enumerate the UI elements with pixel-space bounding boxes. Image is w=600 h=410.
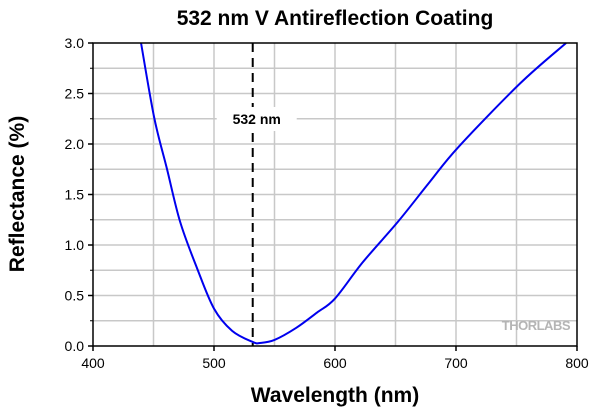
y-tick-label: 2.5 <box>65 86 85 102</box>
y-tick-label: 1.0 <box>65 237 85 253</box>
x-tick-label: 700 <box>444 355 468 371</box>
axis-ticks: 400 500 600 700 800 0.0 0.5 1.0 1.5 2.0 2.5 3.0 <box>65 35 589 371</box>
x-tick-label: 600 <box>323 355 347 371</box>
wavelength-marker: 532 nm <box>216 43 297 346</box>
y-tick-label: 0.0 <box>65 338 85 354</box>
reflectance-curve <box>140 42 567 345</box>
thorlabs-watermark: THORLABS <box>502 318 571 333</box>
y-tick-label: 1.5 <box>65 187 85 203</box>
x-tick-label: 500 <box>202 355 226 371</box>
y-axis-label: Reflectance (%) <box>6 116 29 272</box>
annotation-label: 532 nm <box>233 111 281 127</box>
chart-title: 532 nm V Antireflection Coating <box>177 7 494 30</box>
y-tick-label: 3.0 <box>65 35 85 51</box>
grid <box>93 43 577 346</box>
x-axis-label: Wavelength (nm) <box>251 384 419 407</box>
annotation-background <box>216 107 297 131</box>
x-tick-label: 400 <box>81 355 105 371</box>
x-tick-label: 800 <box>565 355 589 371</box>
y-tick-label: 2.0 <box>65 136 85 152</box>
y-tick-label: 0.5 <box>65 288 85 304</box>
